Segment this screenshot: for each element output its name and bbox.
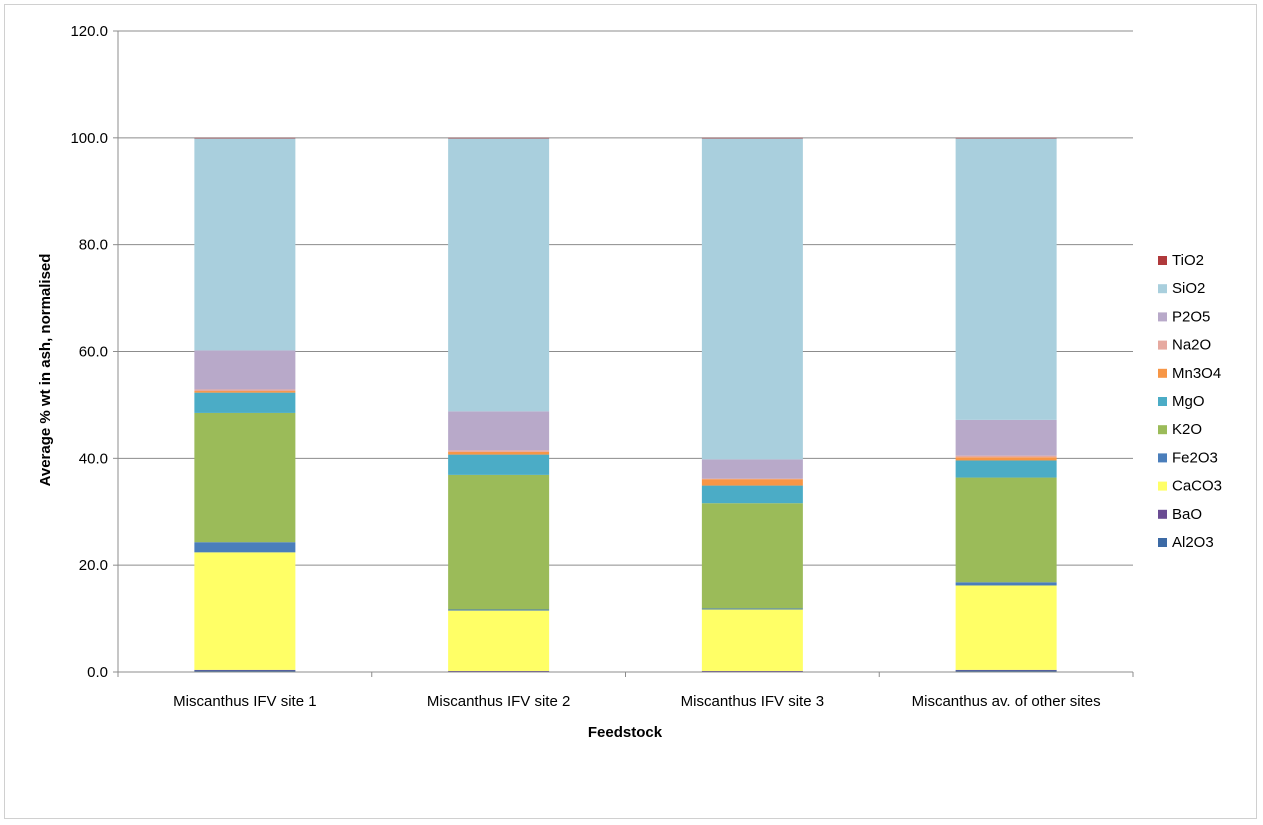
bar-segment-fe2o3: [955, 582, 1057, 586]
bar-segment-fe2o3: [194, 542, 296, 553]
legend-label: P2O5: [1172, 308, 1210, 325]
legend-item-na2o: Na2O: [1158, 337, 1211, 354]
legend-item-fe2o3: Fe2O3: [1158, 449, 1218, 466]
bar-segment-sio2: [194, 138, 296, 351]
x-axis-title: Feedstock: [588, 724, 663, 741]
y-tick-label: 60.0: [79, 344, 108, 361]
bar-segment-mgo: [955, 460, 1057, 478]
legend-swatch: [1158, 481, 1167, 491]
y-tick-label: 20.0: [79, 557, 108, 574]
legend-swatch: [1158, 256, 1167, 265]
y-tick-label: 80.0: [79, 237, 108, 254]
x-tick-label: Miscanthus IFV site 1: [173, 693, 316, 710]
bar-segment-sio2: [701, 138, 803, 460]
bar-segment-k2o: [194, 412, 296, 543]
legend-swatch: [1158, 509, 1167, 519]
bar-segment-mn3o4: [194, 391, 296, 393]
y-tick-label: 100.0: [70, 130, 108, 147]
legend-swatch: [1158, 538, 1167, 547]
y-tick-label: 120.0: [70, 23, 108, 40]
y-tick-label: 40.0: [79, 450, 108, 467]
legend-item-p2o5: P2O5: [1158, 308, 1210, 325]
bar-segment-caco3: [448, 610, 550, 671]
legend-label: Na2O: [1172, 337, 1211, 354]
bar-segment-fe2o3: [701, 608, 803, 610]
legend-item-k2o: K2O: [1158, 421, 1202, 438]
bar-segment-sio2: [955, 138, 1057, 420]
legend-label: TiO2: [1172, 252, 1204, 269]
bar-segment-p2o5: [701, 459, 803, 479]
bar-segment-caco3: [194, 552, 296, 670]
bar-segment-al2o3: [194, 670, 296, 672]
bar-segment-mn3o4: [955, 457, 1057, 461]
bar-segment-tio2: [701, 137, 803, 139]
legend-swatch: [1158, 284, 1167, 294]
legend-swatch: [1158, 397, 1167, 406]
legend-swatch: [1158, 312, 1167, 322]
bar-segment-na2o: [955, 455, 1057, 458]
bar-segment-fe2o3: [448, 609, 550, 611]
legend-swatch: [1158, 453, 1167, 463]
bar-segment-k2o: [955, 477, 1057, 583]
bar-segment-mgo: [701, 485, 803, 504]
bar-segment-tio2: [194, 137, 296, 139]
legend-item-sio2: SiO2: [1158, 280, 1205, 297]
bar-segment-k2o: [448, 474, 550, 610]
bar-segment-tio2: [955, 137, 1057, 139]
legend-swatch: [1158, 368, 1167, 378]
legend-swatch: [1158, 425, 1167, 435]
bar-segment-caco3: [955, 585, 1057, 670]
legend-label: MgO: [1172, 393, 1205, 410]
bar-segment-k2o: [701, 503, 803, 609]
bar-segment-bao: [955, 669, 1057, 671]
bar-segment-p2o5: [448, 411, 550, 451]
legend: TiO2 SiO2 P2O5 Na2O Mn3O4 MgO K2O Fe2O3 CaCO3 BaO…: [1158, 252, 1222, 551]
bar-segment-mgo: [194, 392, 296, 413]
y-axis-title: Average % wt in ash, normalised: [37, 254, 54, 487]
y-tick-label: 0.0: [87, 664, 108, 681]
bar-segment-na2o: [194, 389, 296, 392]
bar-segment-sio2: [448, 138, 550, 412]
legend-label: Mn3O4: [1172, 365, 1221, 382]
x-tick-label: Miscanthus av. of other sites: [912, 693, 1101, 710]
bar-segment-bao: [448, 670, 550, 672]
bar-segment-p2o5: [194, 350, 296, 390]
x-tick-label: Miscanthus IFV site 2: [427, 693, 570, 710]
bar-segment-bao: [701, 670, 803, 672]
x-tick-label: Miscanthus IFV site 3: [681, 693, 824, 710]
legend-item-bao: BaO: [1158, 506, 1202, 523]
axes: 0.0 20.0 40.0 60.0 80.0 100.0 120.0 Miscanthus …: [70, 23, 1134, 710]
bar-segment-bao: [194, 669, 296, 671]
bar-segment-na2o: [701, 478, 803, 480]
bar-segment-mn3o4: [701, 479, 803, 486]
bar-segment-mgo: [448, 454, 550, 475]
bar-segment-p2o5: [955, 419, 1057, 456]
legend-item-caco3: CaCO3: [1158, 478, 1222, 495]
bars: [194, 137, 1057, 673]
legend-item-mn3o4: Mn3O4: [1158, 365, 1221, 382]
legend-label: SiO2: [1172, 280, 1205, 297]
legend-item-tio2: TiO2: [1158, 252, 1204, 269]
legend-label: K2O: [1172, 421, 1202, 438]
legend-item-mgo: MgO: [1158, 393, 1205, 410]
legend-label: Al2O3: [1172, 534, 1214, 551]
bar-segment-na2o: [448, 450, 550, 452]
bar-segment-tio2: [448, 137, 550, 139]
legend-label: CaCO3: [1172, 478, 1222, 495]
bar-segment-caco3: [701, 609, 803, 671]
bar-segment-mn3o4: [448, 451, 550, 455]
legend-item-al2o3: Al2O3: [1158, 534, 1214, 551]
legend-label: Fe2O3: [1172, 449, 1218, 466]
legend-label: BaO: [1172, 506, 1202, 523]
bar-segment-al2o3: [955, 670, 1057, 672]
legend-swatch: [1158, 340, 1167, 350]
